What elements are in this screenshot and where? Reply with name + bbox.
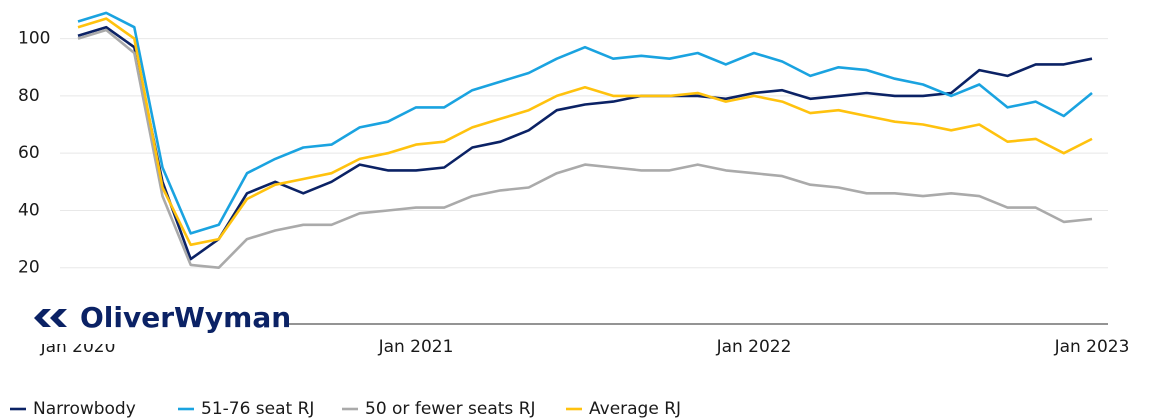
logo: OliverWyman bbox=[34, 301, 291, 334]
y-tick-label: 100 bbox=[18, 29, 50, 49]
logo-box bbox=[18, 292, 286, 344]
series-line bbox=[77, 17, 1093, 247]
series-line bbox=[77, 28, 1093, 270]
series-line bbox=[77, 11, 1093, 235]
legend-label: Narrowbody bbox=[33, 399, 136, 419]
logo-mark bbox=[34, 309, 67, 327]
series-line bbox=[77, 25, 1093, 261]
y-tick-label: 20 bbox=[18, 258, 40, 278]
x-tick-label: Jan 2021 bbox=[378, 337, 454, 357]
x-tick-label: Jan 2022 bbox=[716, 337, 792, 357]
y-tick-label: 60 bbox=[18, 143, 40, 163]
legend-label: 51-76 seat RJ bbox=[201, 399, 314, 419]
legend-label: 50 or fewer seats RJ bbox=[365, 399, 536, 419]
logo-text: OliverWyman bbox=[80, 301, 291, 334]
y-tick-label: 40 bbox=[18, 200, 40, 220]
y-tick-label: 80 bbox=[18, 86, 40, 106]
x-tick-label: Jan 2023 bbox=[1054, 337, 1130, 357]
legend-label: Average RJ bbox=[589, 399, 681, 419]
